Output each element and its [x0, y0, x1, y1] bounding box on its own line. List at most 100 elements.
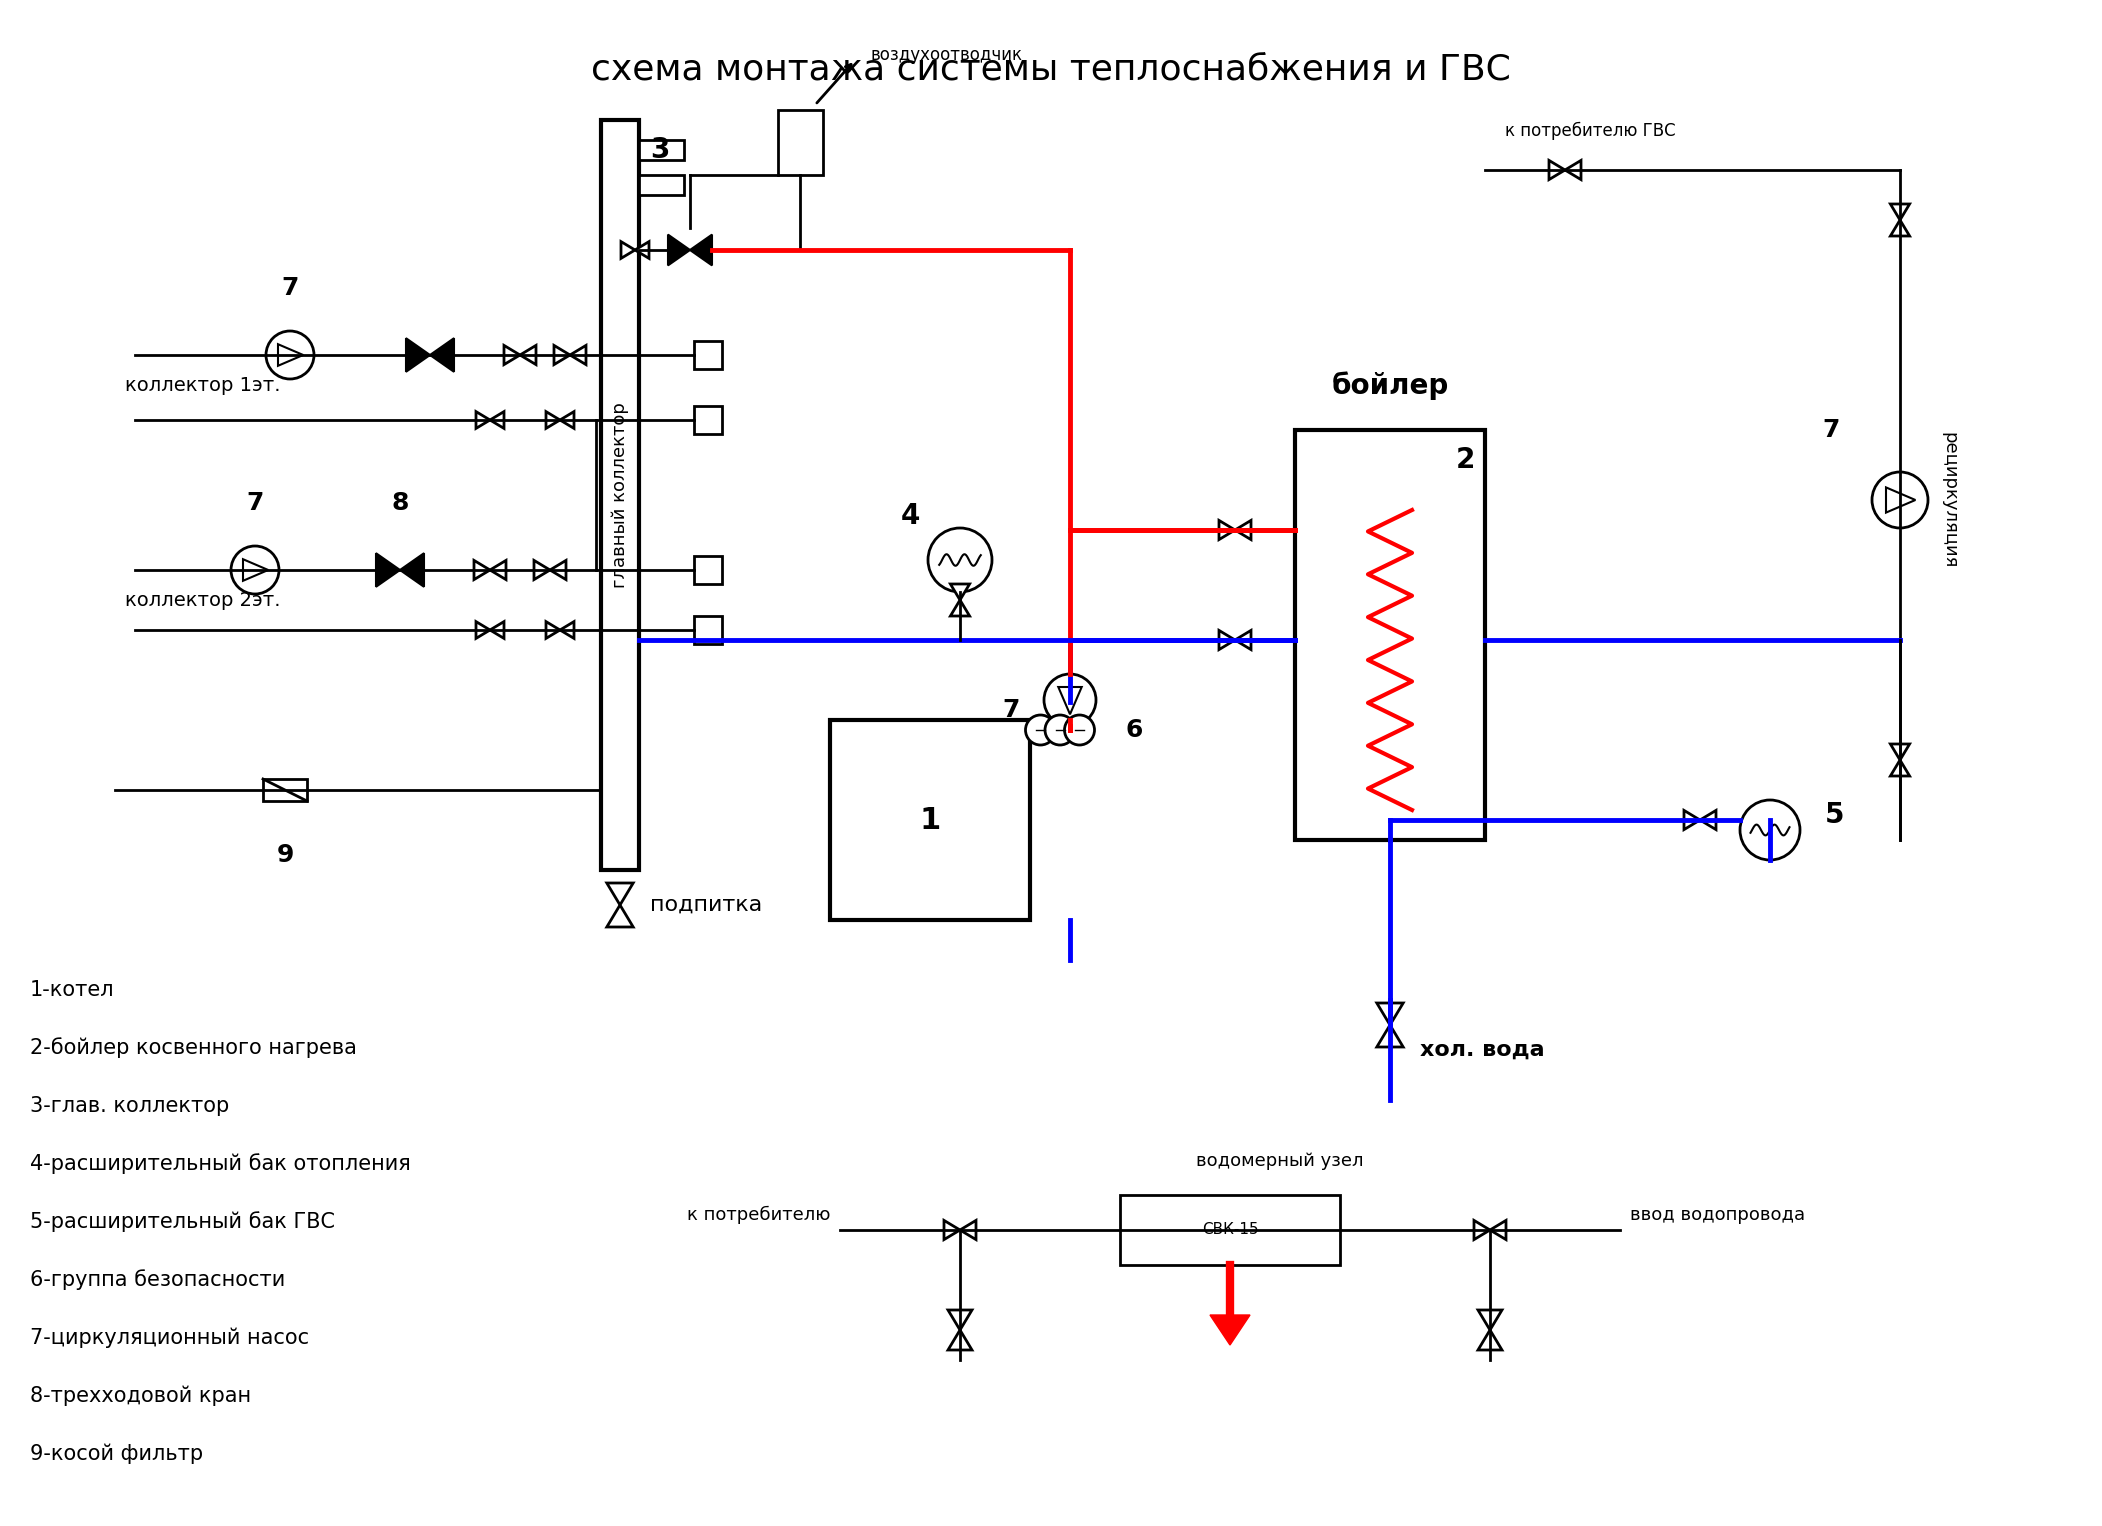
Polygon shape — [475, 412, 490, 429]
Text: воздухоотводчик: воздухоотводчик — [870, 46, 1022, 64]
Polygon shape — [635, 241, 650, 258]
Bar — [694, 340, 721, 369]
Polygon shape — [519, 345, 536, 365]
Text: к потребителю ГВС: к потребителю ГВС — [1505, 122, 1675, 140]
Circle shape — [267, 331, 313, 378]
Polygon shape — [1890, 204, 1909, 220]
Polygon shape — [1377, 1003, 1404, 1025]
Text: бойлер: бойлер — [1331, 371, 1448, 400]
Polygon shape — [376, 554, 399, 588]
Circle shape — [1873, 472, 1928, 528]
Text: 8-трехходовой кран: 8-трехходовой кран — [29, 1386, 250, 1407]
Circle shape — [1064, 716, 1095, 745]
Polygon shape — [559, 621, 574, 638]
Polygon shape — [547, 412, 559, 429]
Polygon shape — [1701, 810, 1715, 830]
Bar — [601, 121, 639, 870]
Polygon shape — [1377, 1025, 1404, 1047]
Text: коллектор 1эт.: коллектор 1эт. — [124, 375, 280, 395]
Text: схема монтажа системы теплоснабжения и ГВС: схема монтажа системы теплоснабжения и Г… — [591, 52, 1511, 85]
Text: рециркуляция: рециркуляция — [1940, 432, 1957, 568]
Bar — [694, 555, 721, 584]
Bar — [639, 140, 683, 160]
Polygon shape — [1549, 160, 1566, 180]
Text: 4: 4 — [900, 502, 921, 530]
Polygon shape — [1478, 1331, 1503, 1351]
Polygon shape — [668, 235, 689, 266]
Bar — [1295, 430, 1484, 839]
Polygon shape — [1219, 520, 1236, 540]
Text: 7: 7 — [282, 276, 298, 301]
Polygon shape — [473, 560, 490, 580]
Polygon shape — [399, 554, 425, 588]
Text: 6-группа безопасности: 6-группа безопасности — [29, 1270, 286, 1291]
Polygon shape — [490, 560, 507, 580]
Circle shape — [1045, 674, 1095, 726]
Polygon shape — [1478, 1309, 1503, 1331]
Polygon shape — [1566, 160, 1581, 180]
Text: 2: 2 — [1455, 446, 1476, 475]
Text: СВК-15: СВК-15 — [1202, 1222, 1259, 1238]
Bar — [639, 175, 683, 195]
Polygon shape — [1890, 760, 1909, 777]
Text: 7-циркуляционный насос: 7-циркуляционный насос — [29, 1328, 309, 1349]
Text: 3: 3 — [650, 136, 668, 163]
Polygon shape — [950, 584, 969, 600]
Bar — [778, 110, 822, 175]
Polygon shape — [551, 560, 565, 580]
Polygon shape — [948, 1309, 971, 1331]
Bar — [1120, 1195, 1339, 1265]
Polygon shape — [1490, 1221, 1505, 1239]
Polygon shape — [689, 235, 713, 266]
Circle shape — [1045, 716, 1074, 745]
Polygon shape — [431, 339, 454, 372]
Polygon shape — [504, 345, 519, 365]
Text: 7: 7 — [1822, 418, 1839, 443]
Polygon shape — [1236, 630, 1251, 650]
Text: к потребителю: к потребителю — [687, 1206, 830, 1224]
Polygon shape — [607, 905, 633, 926]
Polygon shape — [607, 884, 633, 905]
Circle shape — [231, 546, 280, 594]
Polygon shape — [1890, 220, 1909, 237]
Bar — [830, 720, 1030, 920]
Polygon shape — [559, 412, 574, 429]
Text: 2-бойлер косвенного нагрева: 2-бойлер косвенного нагрева — [29, 1038, 357, 1059]
Text: 5: 5 — [1825, 801, 1843, 829]
Polygon shape — [490, 621, 504, 638]
Polygon shape — [534, 560, 551, 580]
Text: 7: 7 — [1003, 697, 1019, 722]
Text: главный коллектор: главный коллектор — [612, 401, 628, 588]
Polygon shape — [406, 339, 431, 372]
Polygon shape — [1211, 1315, 1251, 1344]
Polygon shape — [555, 345, 570, 365]
Circle shape — [927, 528, 992, 592]
Text: 3-глав. коллектор: 3-глав. коллектор — [29, 1096, 229, 1116]
Text: 8: 8 — [391, 491, 408, 514]
Polygon shape — [944, 1221, 961, 1239]
Polygon shape — [1474, 1221, 1490, 1239]
Bar — [263, 778, 307, 801]
Polygon shape — [490, 412, 504, 429]
Polygon shape — [948, 1331, 971, 1351]
Circle shape — [1026, 716, 1055, 745]
Polygon shape — [1236, 520, 1251, 540]
Text: 5-расширительный бак ГВС: 5-расширительный бак ГВС — [29, 1212, 334, 1233]
Text: подпитка: подпитка — [650, 896, 763, 916]
Polygon shape — [570, 345, 586, 365]
Text: 9: 9 — [275, 842, 294, 867]
Polygon shape — [1684, 810, 1701, 830]
Polygon shape — [950, 600, 969, 617]
Polygon shape — [1219, 630, 1236, 650]
Polygon shape — [475, 621, 490, 638]
Bar — [694, 406, 721, 433]
Text: водомерный узел: водомерный узел — [1196, 1152, 1364, 1170]
Text: ввод водопровода: ввод водопровода — [1629, 1206, 1806, 1224]
Text: 1-котел: 1-котел — [29, 980, 116, 1000]
Text: коллектор 2эт.: коллектор 2эт. — [124, 591, 280, 609]
Text: хол. вода: хол. вода — [1421, 1041, 1545, 1061]
Text: 4-расширительный бак отопления: 4-расширительный бак отопления — [29, 1154, 410, 1175]
Text: 9-косой фильтр: 9-косой фильтр — [29, 1444, 204, 1465]
Polygon shape — [620, 241, 635, 258]
Text: 6: 6 — [1125, 719, 1141, 742]
